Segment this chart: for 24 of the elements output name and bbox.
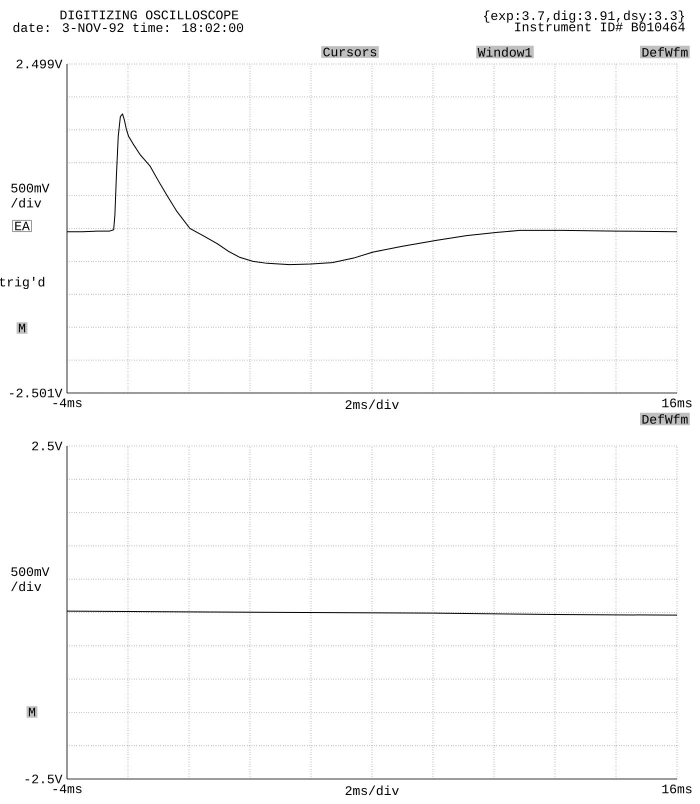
text: M [28,708,36,716]
text: DIGITIZING OSCILLOSCOPE [60,10,238,20]
x-axis-title: 2ms/div [346,786,399,796]
text: trig'd [0,276,44,290]
x-tick-label: -4ms [54,784,82,794]
y-tick-label: -2.5V [26,774,62,784]
text: EA [15,222,30,230]
y-axis-title: 500mV /div [11,184,50,208]
text: DefWfm [642,414,688,424]
x-tick-label: 16ms [662,784,692,794]
text: Window1 [478,47,532,57]
y-tick-label: -2.501V [10,388,62,398]
text: Cursors [323,48,376,56]
x-axis-title: 2ms/div [346,400,399,410]
text: date: 3-NOV-92 time: 18:02:00 [13,22,244,32]
x-tick-label: -4ms [54,398,82,408]
text: {exp:3.7,dig:3.91,dsy:3.3} [484,10,684,23]
text: DefWfm [642,47,688,57]
text: M [18,324,26,332]
y-tick-label: 2.5V [32,442,62,450]
y-tick-label: 2.499V [16,60,62,68]
y-axis-title: 500mV /div [11,567,50,592]
text: Instrument ID# B010464 [515,22,685,32]
x-tick-label: 16ms [662,398,692,408]
